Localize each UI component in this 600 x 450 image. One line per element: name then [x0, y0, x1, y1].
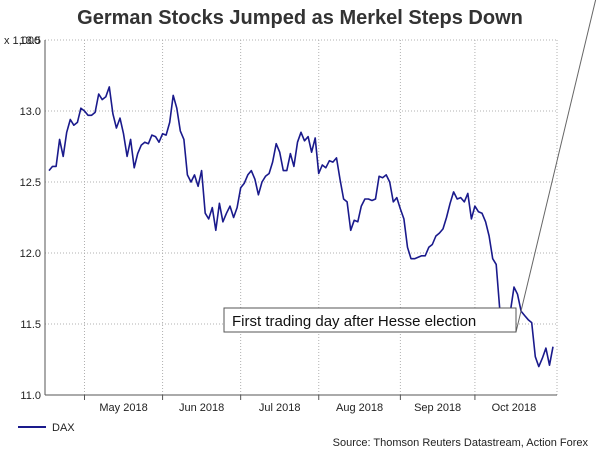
- gridlines: [45, 39, 558, 396]
- chart-title: German Stocks Jumped as Merkel Steps Dow…: [77, 7, 523, 29]
- y-tick-label: 12.0: [20, 248, 41, 260]
- x-tick-label: Aug 2018: [336, 402, 383, 414]
- legend-label-dax: DAX: [52, 422, 75, 434]
- series-layer: [48, 86, 554, 368]
- y-tick-label: 11.5: [20, 319, 41, 331]
- y-tick-label: 12.5: [20, 177, 41, 189]
- annotation-box: [223, 307, 517, 333]
- annotation-text: First trading day after Hesse election: [232, 313, 476, 330]
- x-tick-label: Sep 2018: [414, 402, 461, 414]
- x-tick-label: May 2018: [99, 402, 147, 414]
- y-tick-label: 13.0: [20, 106, 41, 118]
- y-unit-label: x 1,000: [4, 35, 40, 47]
- source-note: Source: Thomson Reuters Datastream, Acti…: [333, 437, 589, 449]
- y-tick-label: 11.0: [20, 390, 41, 402]
- legend: DAX: [18, 422, 75, 434]
- x-tick-label: Oct 2018: [492, 402, 537, 414]
- axes: [44, 40, 557, 400]
- x-tick-label: Jun 2018: [179, 402, 224, 414]
- series-line-dax: [48, 86, 554, 368]
- y-tick-label: 13.5: [20, 35, 41, 47]
- annotation-leader-line: [515, 0, 597, 333]
- x-tick-label: Jul 2018: [259, 402, 301, 414]
- tick-labels: 11.0 11.5 12.0 12.5 13.0 13.5 May 2018 Jun 2018…: [20, 35, 537, 414]
- annotation: First trading day after Hesse election: [223, 0, 597, 333]
